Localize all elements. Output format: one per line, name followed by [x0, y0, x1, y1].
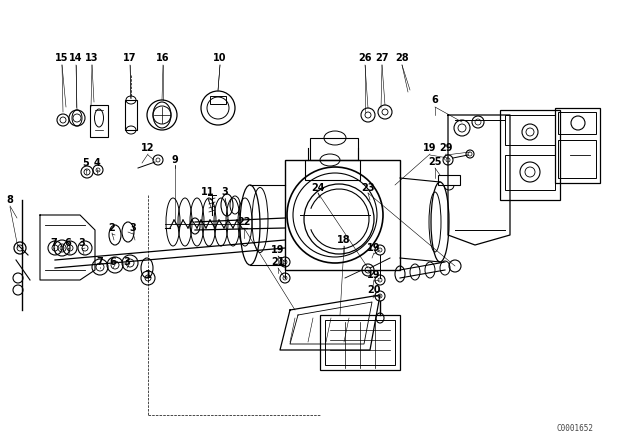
Text: 18: 18 [337, 235, 351, 245]
Bar [505, 155, 555, 190]
Text: 28: 28 [395, 53, 409, 63]
Text: 22: 22 [237, 217, 251, 227]
Text: 26: 26 [358, 53, 372, 63]
Text: 9: 9 [172, 155, 179, 165]
Bar [320, 315, 400, 370]
Text: 6: 6 [431, 95, 438, 105]
Text: 8: 8 [6, 195, 13, 205]
Bar [125, 100, 137, 130]
Text: 19: 19 [367, 243, 381, 253]
Bar [310, 138, 358, 160]
Text: 4: 4 [93, 158, 100, 168]
Bar [285, 160, 400, 270]
Text: 21: 21 [271, 257, 285, 267]
Text: 19: 19 [367, 270, 381, 280]
Text: 15: 15 [55, 53, 68, 63]
Bar [500, 110, 560, 200]
Text: 6: 6 [109, 257, 116, 267]
Bar [558, 112, 596, 134]
Text: C0001652: C0001652 [557, 423, 593, 432]
Text: 14: 14 [69, 53, 83, 63]
Text: 5: 5 [83, 158, 90, 168]
Bar [305, 160, 360, 180]
Bar [505, 115, 555, 145]
Text: 3: 3 [79, 238, 85, 248]
Text: 3: 3 [221, 187, 228, 197]
Text: 19: 19 [271, 245, 285, 255]
Text: 11: 11 [201, 187, 215, 197]
Text: 3: 3 [124, 257, 131, 267]
Bar [210, 96, 226, 104]
Text: 29: 29 [439, 143, 452, 153]
Text: 13: 13 [85, 53, 99, 63]
Text: 3: 3 [130, 223, 136, 233]
Text: 25: 25 [428, 157, 442, 167]
Bar [558, 140, 596, 178]
Text: 23: 23 [361, 183, 375, 193]
Text: 20: 20 [367, 285, 381, 295]
Bar [438, 175, 460, 185]
Text: 24: 24 [311, 183, 324, 193]
Text: 17: 17 [124, 53, 137, 63]
Text: 19: 19 [423, 143, 436, 153]
Text: 16: 16 [156, 53, 170, 63]
Text: 2: 2 [109, 223, 115, 233]
Text: 1: 1 [145, 270, 152, 280]
Text: 12: 12 [141, 143, 155, 153]
Text: 10: 10 [213, 53, 227, 63]
Text: 27: 27 [375, 53, 388, 63]
Bar [325, 320, 395, 365]
Text: 7: 7 [51, 238, 58, 248]
Text: 7: 7 [97, 257, 104, 267]
Bar [90, 105, 108, 137]
Text: 6: 6 [65, 238, 72, 248]
Bar [555, 108, 600, 183]
